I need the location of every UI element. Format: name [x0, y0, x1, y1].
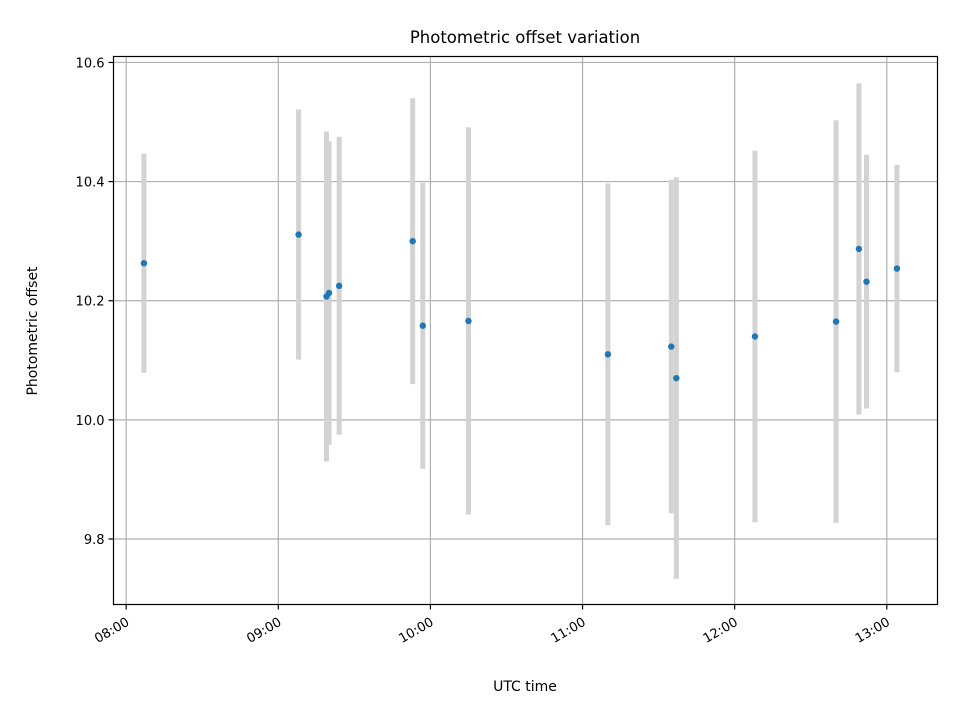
data-point — [325, 289, 333, 297]
error-bars — [141, 83, 900, 579]
y-tick-label: 10.4 — [76, 176, 105, 191]
x-tick-label: 13:00 — [853, 615, 893, 647]
x-axis-title: UTC time — [493, 679, 557, 695]
y-tick-label: 10.6 — [76, 56, 105, 71]
x-tick-label: 11:00 — [549, 615, 589, 647]
data-point — [335, 282, 343, 290]
data-point — [295, 231, 302, 238]
grid-lines — [113, 56, 938, 605]
y-axis-title: Photometric offset — [25, 266, 41, 396]
data-point — [409, 237, 416, 245]
data-point — [419, 322, 427, 329]
y-tick-label: 10.2 — [76, 295, 105, 310]
data-point — [140, 259, 148, 267]
chart-title: Photometric offset variation — [410, 28, 640, 47]
x-tick-label: 12:00 — [701, 615, 741, 647]
data-point — [668, 343, 675, 350]
x-tick-label: 08:00 — [92, 615, 132, 647]
y-tick-label: 10.0 — [76, 414, 105, 429]
data-point — [893, 265, 901, 272]
y-tick-label: 9.8 — [84, 533, 105, 548]
axis-ticks: 08:00 09:00 10:00 11:00 12:00 13:00 9.8 10.0 10.… — [76, 56, 893, 646]
x-tick-label: 10:00 — [396, 615, 436, 647]
data-point — [673, 374, 680, 382]
data-point — [604, 351, 612, 358]
data-points — [140, 231, 901, 382]
data-point — [863, 278, 870, 285]
x-tick-label: 09:00 — [244, 615, 284, 647]
data-point — [465, 317, 472, 325]
plot-frame — [112, 55, 939, 606]
data-point — [855, 245, 863, 253]
data-point — [832, 318, 840, 325]
data-point — [751, 333, 759, 340]
